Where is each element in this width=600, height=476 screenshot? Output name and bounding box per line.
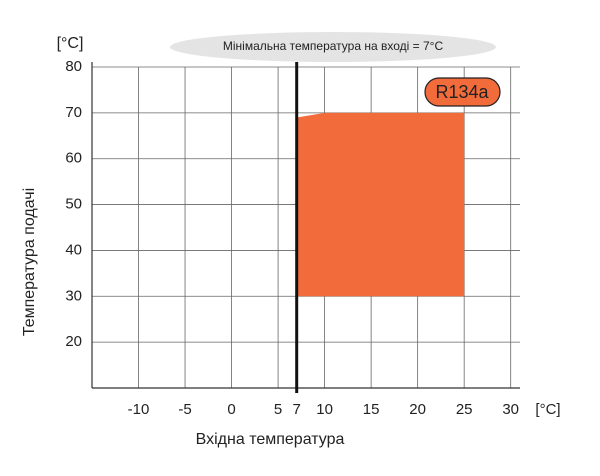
x-tick-label: -5: [178, 401, 191, 418]
x-tick-label: 25: [456, 401, 473, 418]
x-tick-label: 5: [274, 401, 282, 418]
y-axis-label: Температура подачі: [21, 188, 38, 336]
y-tick-label: 20: [65, 333, 82, 350]
y-unit: [°C]: [57, 35, 84, 52]
x-unit: [°C]: [535, 401, 560, 418]
title-pill: [170, 32, 496, 62]
y-tick-label: 80: [65, 58, 82, 75]
y-tick-label: 50: [65, 196, 82, 213]
x-tick-label: 7: [293, 401, 301, 418]
x-tick-label: 0: [227, 401, 235, 418]
legend-box: [424, 77, 501, 107]
x-tick-label: -10: [128, 401, 150, 418]
area: [296, 112, 465, 297]
x-axis-label: Вхідна температура: [196, 431, 345, 448]
legend-label: R134a: [435, 82, 489, 102]
y-tick-label: 40: [65, 241, 82, 258]
x-tick-label: 30: [502, 401, 519, 418]
x-tick-label: 10: [316, 401, 333, 418]
chart-title: Мінімальна температура на вході = 7°C: [223, 39, 444, 53]
y-tick-label: 70: [65, 104, 82, 121]
x-tick-label: 20: [409, 401, 426, 418]
x-tick-label: 15: [363, 401, 380, 418]
y-tick-label: 30: [65, 287, 82, 304]
y-tick-label: 60: [65, 150, 82, 167]
